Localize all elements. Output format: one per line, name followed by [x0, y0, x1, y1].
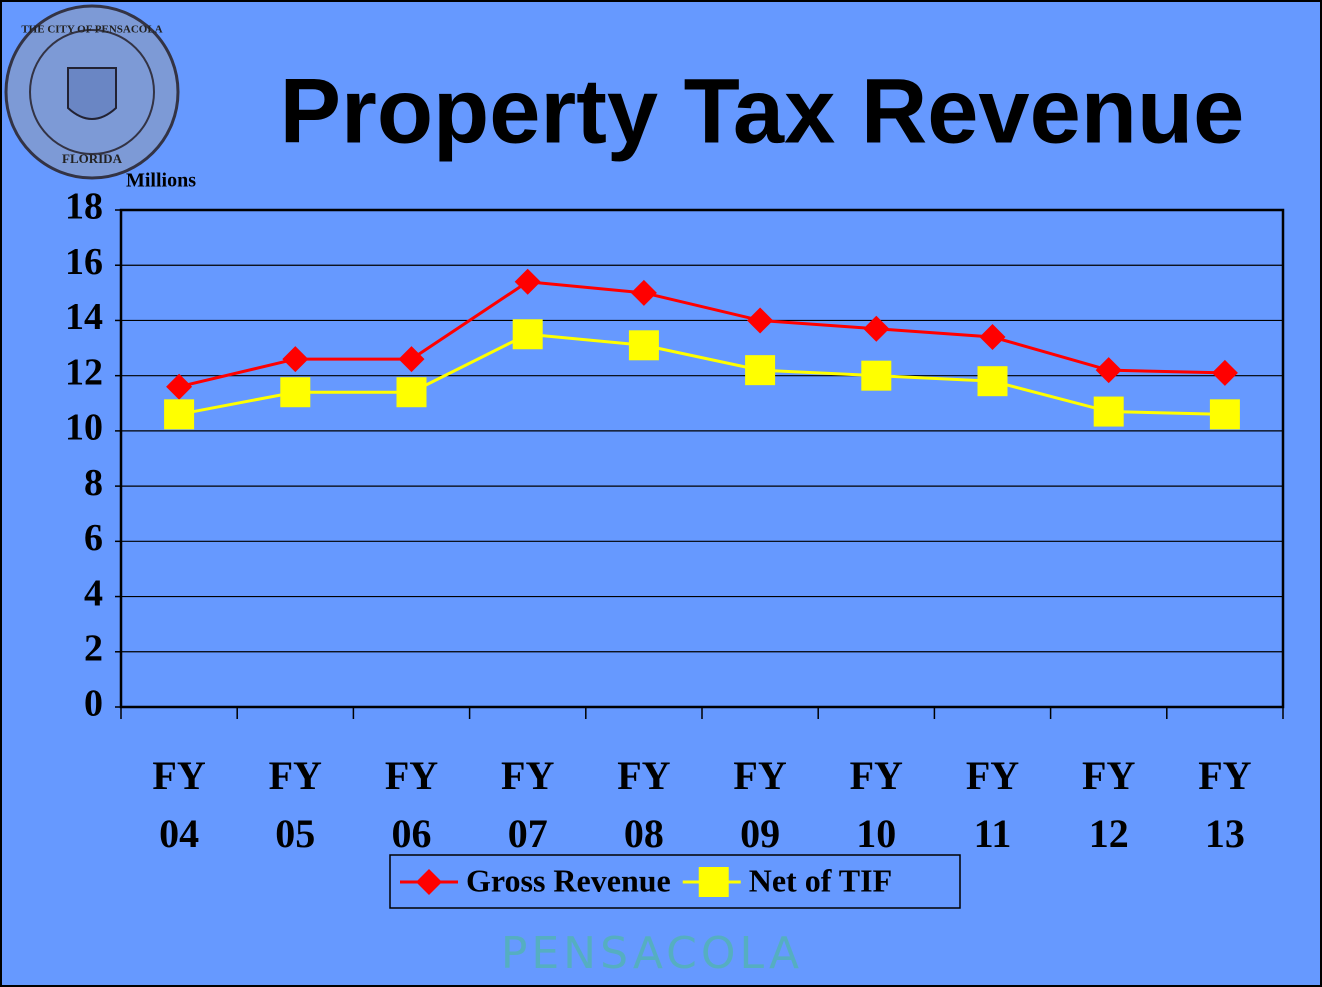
x-tick-label: FY 09 [733, 753, 787, 856]
marker-square [745, 355, 776, 386]
legend-marker [698, 867, 729, 897]
marker-square [280, 377, 311, 408]
marker-diamond [166, 373, 193, 400]
marker-diamond [747, 307, 774, 334]
y-tick-label: 14 [65, 296, 103, 338]
x-tick-label: FY 11 [965, 753, 1020, 856]
x-tick-label: FY 08 [617, 753, 671, 856]
legend-box [389, 854, 961, 909]
marker-diamond [1211, 359, 1238, 386]
marker-square [164, 399, 195, 430]
marker-square [396, 377, 427, 408]
series-line [178, 280, 1225, 389]
x-tick-label: FY 12 [1082, 753, 1136, 856]
marker-diamond [514, 268, 541, 295]
y-tick-label: 4 [84, 572, 103, 614]
x-tick-label: FY 04 [152, 753, 206, 856]
marker-diamond [863, 315, 890, 342]
marker-diamond [630, 279, 657, 306]
marker-square [1209, 399, 1240, 430]
y-tick-label: 8 [84, 462, 103, 504]
y-tick-label: 16 [65, 241, 103, 283]
seal [4, 4, 180, 180]
y-tick-label: 2 [84, 627, 103, 669]
marker-diamond [979, 324, 1006, 351]
seal-top-text: THE CITY OF PENSACOLA [21, 24, 162, 36]
legend-label: Gross Revenue [466, 862, 671, 898]
series-line [178, 332, 1225, 416]
marker-square [861, 360, 892, 391]
legend-marker [416, 869, 442, 895]
marker-diamond [282, 346, 309, 373]
marker-square [1093, 396, 1124, 427]
y-tick-label: 6 [84, 517, 103, 559]
marker-square [512, 319, 543, 350]
y-tick-label: 10 [65, 407, 103, 449]
marker-diamond [398, 346, 425, 373]
marker-diamond [1095, 357, 1122, 384]
chart-title: Property Tax Revenue [280, 60, 1245, 162]
y-axis-label: Millions [126, 170, 196, 192]
footer-logo: PENSACOLA [501, 928, 803, 979]
plot-frame [119, 208, 1285, 709]
x-tick-label: FY 10 [849, 753, 903, 856]
y-tick-label: 12 [65, 351, 103, 393]
y-tick-label: 0 [84, 683, 103, 725]
x-tick-label: FY 06 [384, 753, 439, 856]
x-tick-label: FY 07 [501, 753, 555, 856]
legend-label: Net of TIF [749, 862, 892, 898]
x-tick-label: FY 05 [268, 753, 322, 856]
marker-square [977, 366, 1008, 397]
seal-bottom-text: FLORIDA [62, 151, 123, 166]
x-tick-label: FY 13 [1198, 753, 1252, 856]
marker-square [628, 330, 659, 361]
y-tick-label: 18 [65, 186, 103, 228]
